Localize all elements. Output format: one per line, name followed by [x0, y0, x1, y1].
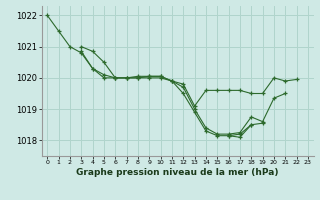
- X-axis label: Graphe pression niveau de la mer (hPa): Graphe pression niveau de la mer (hPa): [76, 168, 279, 177]
